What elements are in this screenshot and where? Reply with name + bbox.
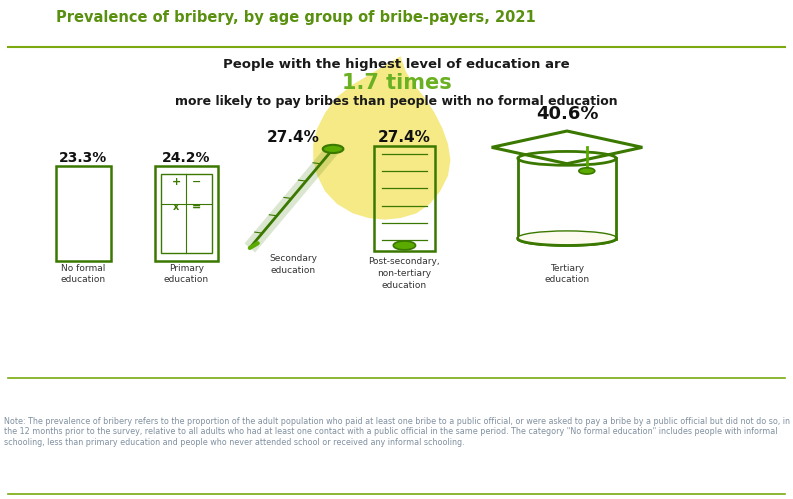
- Text: −: −: [192, 177, 201, 187]
- Polygon shape: [313, 56, 450, 220]
- Text: x: x: [173, 202, 179, 212]
- Text: No formal
education: No formal education: [61, 263, 105, 284]
- Text: =: =: [192, 202, 201, 212]
- Text: 27.4%: 27.4%: [378, 130, 431, 145]
- Text: Secondary
education: Secondary education: [270, 254, 317, 275]
- Ellipse shape: [518, 232, 616, 246]
- Text: 24.2%: 24.2%: [162, 151, 211, 165]
- Text: Tertiary
education: Tertiary education: [545, 263, 589, 284]
- Circle shape: [579, 168, 595, 174]
- Text: Post-secondary,
non-tertiary
education: Post-secondary, non-tertiary education: [369, 257, 440, 290]
- Text: +: +: [171, 177, 181, 187]
- Text: 27.4%: 27.4%: [267, 130, 320, 145]
- Text: Prevalence of bribery, by age group of bribe-payers, 2021: Prevalence of bribery, by age group of b…: [56, 10, 535, 25]
- Text: 40.6%: 40.6%: [536, 105, 598, 123]
- Circle shape: [323, 145, 343, 153]
- Text: People with the highest level of education are: People with the highest level of educati…: [223, 57, 570, 70]
- Text: Note: The prevalence of bribery refers to the proportion of the adult population: Note: The prevalence of bribery refers t…: [3, 417, 790, 447]
- Text: more likely to pay bribes than people with no formal education: more likely to pay bribes than people wi…: [175, 95, 618, 108]
- Circle shape: [393, 241, 416, 250]
- Text: 1.7 times: 1.7 times: [342, 73, 451, 93]
- Text: Primary
education: Primary education: [164, 263, 209, 284]
- Text: 23.3%: 23.3%: [59, 151, 107, 165]
